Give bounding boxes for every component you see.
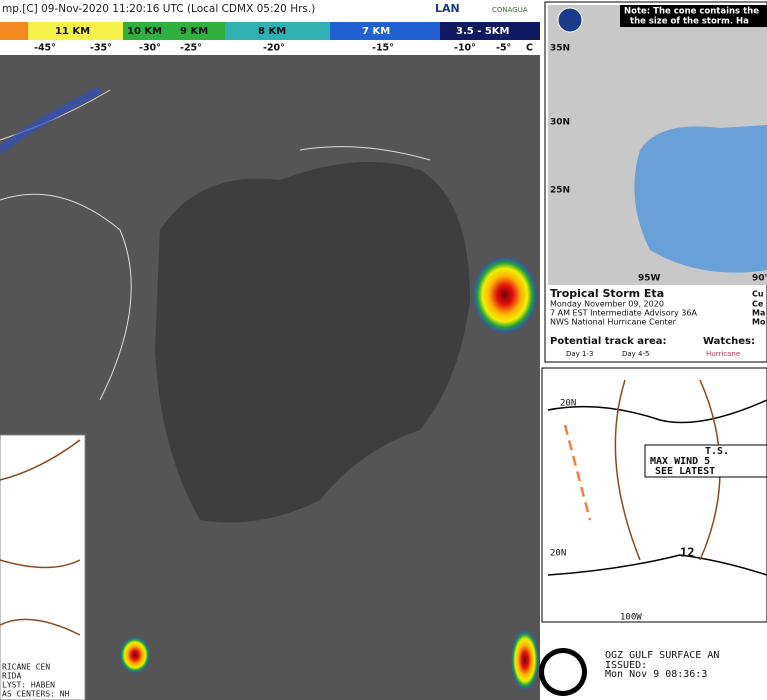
altitude-band: 8 KM xyxy=(258,26,286,37)
note-line: Note: The cone contains the xyxy=(624,7,759,17)
inset-line: AS CENTERS: NH xyxy=(2,690,70,699)
band xyxy=(123,22,225,40)
borders xyxy=(0,89,431,401)
advisory-number: 7 AM EST Intermediate Advisory 36A xyxy=(550,309,697,318)
lon-label: 100W xyxy=(620,613,642,623)
watches-legend: Hurricane xyxy=(706,350,740,358)
temperature-tick: -25° xyxy=(180,43,202,54)
temperature-tick: -35° xyxy=(90,43,112,54)
band xyxy=(28,22,123,40)
temperature-tick: -45° xyxy=(34,43,56,54)
current-col: Cu xyxy=(752,290,764,299)
inset-fronts xyxy=(0,439,81,636)
temperature-tick: -5° xyxy=(496,43,511,54)
track-legend: Day 4-5 xyxy=(622,350,649,358)
footer-line: OGZ GULF SURFACE AN xyxy=(605,650,719,661)
temperature-tick: -15° xyxy=(372,43,394,54)
ts-box-line: SEE LATEST xyxy=(655,466,715,477)
band xyxy=(330,22,440,40)
lat-label: 30N xyxy=(550,118,570,128)
band xyxy=(0,22,28,40)
noaa-logo-inner xyxy=(544,653,582,691)
temp-bar xyxy=(0,40,540,55)
lat-label: 35N xyxy=(550,44,570,54)
nws-logo xyxy=(557,7,583,33)
coastline xyxy=(547,399,767,576)
gulf-water xyxy=(634,125,767,273)
altitude-band: 10 KM xyxy=(127,26,162,37)
logo: LAN xyxy=(435,2,460,15)
temperature-tick: -10° xyxy=(454,43,476,54)
temperature-tick: -30° xyxy=(139,43,161,54)
storm-eta xyxy=(473,257,537,333)
cloud-band xyxy=(0,86,102,154)
inset-line: LYST: HABEN xyxy=(2,681,55,690)
lat-label: 20N xyxy=(560,399,576,409)
ts-box-line: MAX WIND 5 xyxy=(650,456,710,467)
lon-label: 95W xyxy=(638,274,661,284)
track-label: Potential track area: xyxy=(550,336,666,347)
watches-label: Watches: xyxy=(703,336,755,347)
band xyxy=(225,22,330,40)
lat-label: 20N xyxy=(550,549,566,559)
note-box xyxy=(620,5,767,27)
inset-line: RICANE CEN xyxy=(2,663,50,672)
current-col: Mo xyxy=(752,318,766,327)
footer-line: ISSUED: xyxy=(605,660,647,671)
agency: CONAGUA xyxy=(492,6,528,14)
trough xyxy=(563,424,592,521)
date: Monday November 09, 2020 xyxy=(550,300,664,309)
header-text: mp.[C] 09-Nov-2020 11:20:16 UTC (Local C… xyxy=(2,3,315,15)
ts-box xyxy=(644,444,767,478)
ts-box-line: T.S. xyxy=(705,446,729,457)
storm-title: Tropical Storm Eta xyxy=(550,287,664,300)
storm-cell xyxy=(511,630,539,690)
center: NWS National Hurricane Center xyxy=(550,318,677,327)
altitude-band: 9 KM xyxy=(180,26,208,37)
temperature-tick: C xyxy=(526,43,533,54)
current-col: Ma xyxy=(752,309,765,318)
pressure: 12 xyxy=(680,546,694,560)
note-line: the size of the storm. Ha xyxy=(630,17,749,27)
header-bg xyxy=(0,0,540,22)
current-col: Ce xyxy=(752,300,764,309)
storm-cell xyxy=(120,637,150,673)
altitude-band: 3.5 - 5KM xyxy=(456,26,510,37)
altitude-band: 7 KM xyxy=(362,26,390,37)
footer-line: Mon Nov 9 08:36:3 xyxy=(605,669,707,680)
altitude-band: 11 KM xyxy=(55,26,90,37)
temperature-tick: -20° xyxy=(263,43,285,54)
gulf xyxy=(155,162,470,523)
inset-line: RIDA xyxy=(2,672,21,681)
surface-chart xyxy=(541,367,767,623)
band xyxy=(440,22,540,40)
track-legend: Day 1-3 xyxy=(566,350,593,358)
lon-label: 90' xyxy=(752,274,767,284)
lat-label: 25N xyxy=(550,186,570,196)
